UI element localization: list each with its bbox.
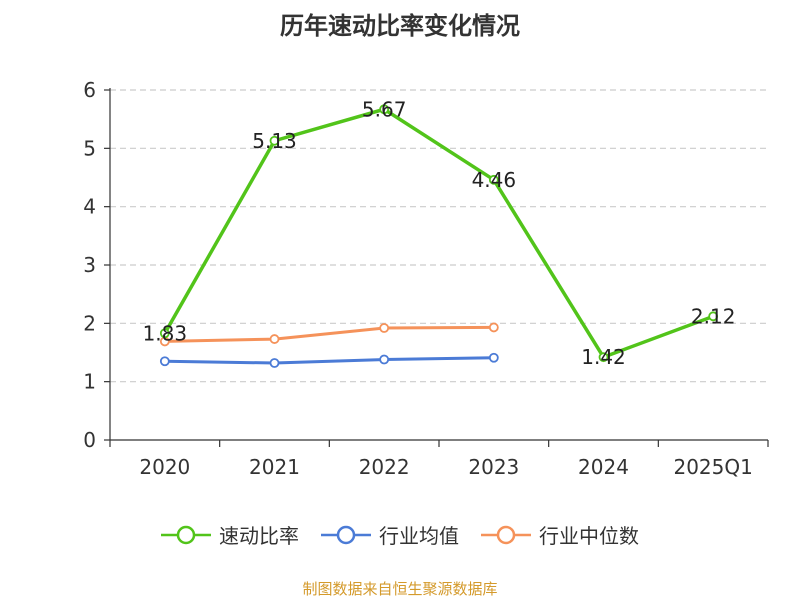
legend-label: 速动比率 — [219, 524, 299, 548]
legend-label: 行业中位数 — [539, 524, 639, 548]
series-line-1 — [163, 356, 496, 365]
legend-line-circle-icon — [481, 525, 531, 544]
series-lines — [159, 104, 719, 368]
legend: 速动比率 行业均值 行业中位数 — [0, 520, 800, 549]
source-note: 制图数据来自恒生聚源数据库 — [302, 580, 498, 598]
data-point — [488, 352, 499, 363]
data-label: 5.13 — [252, 129, 297, 153]
data-point — [159, 328, 170, 339]
y-tick-label: 6 — [83, 78, 96, 102]
x-tick-label: 2024 — [578, 455, 629, 479]
data-point — [159, 356, 170, 367]
y-tick-label: 1 — [83, 370, 96, 394]
axes: 0 1 2 3 4 5 6 2020 2021 2022 2023 2024 2025Q1 — [83, 78, 769, 479]
data-point — [708, 311, 719, 322]
data-point — [379, 104, 390, 115]
data-label: 4.46 — [472, 168, 517, 192]
data-point — [488, 174, 499, 185]
y-tick-label: 2 — [83, 311, 96, 335]
y-tick-label: 4 — [83, 195, 96, 219]
data-point — [269, 358, 280, 368]
grid-lines — [110, 89, 768, 383]
data-label: 5.67 — [362, 97, 407, 121]
legend-item-2[interactable]: 行业中位数 — [481, 520, 639, 549]
chart-title: 历年速动比率变化情况 — [280, 12, 520, 40]
x-tick-label: 2021 — [249, 455, 300, 479]
legend-line-circle-icon — [161, 525, 211, 544]
legend-item-1[interactable]: 行业均值 — [321, 520, 459, 549]
data-label: 1.42 — [581, 345, 626, 369]
series-line-0 — [163, 107, 715, 359]
x-tick-label: 2023 — [468, 455, 519, 479]
data-label: 1.83 — [143, 321, 188, 345]
data-point — [488, 322, 499, 333]
legend-label: 行业均值 — [379, 524, 459, 548]
data-point — [379, 323, 390, 333]
x-tick-label: 2022 — [359, 455, 410, 479]
data-point — [379, 354, 390, 365]
x-tick-label: 2025Q1 — [673, 455, 752, 479]
data-label: 2.12 — [691, 304, 736, 328]
series-line-2 — [163, 325, 496, 343]
y-tick-label: 0 — [83, 428, 96, 452]
y-tick-label: 3 — [83, 253, 96, 277]
data-point — [269, 334, 280, 344]
legend-item-0[interactable]: 速动比率 — [161, 520, 299, 549]
data-point — [598, 352, 609, 363]
data-point — [269, 135, 280, 146]
y-tick-label: 5 — [83, 136, 96, 160]
x-tick-label: 2020 — [139, 455, 190, 479]
data-labels: 1.83 5.13 5.67 4.46 1.42 2.12 — [143, 97, 736, 369]
legend-line-circle-icon — [321, 525, 371, 544]
